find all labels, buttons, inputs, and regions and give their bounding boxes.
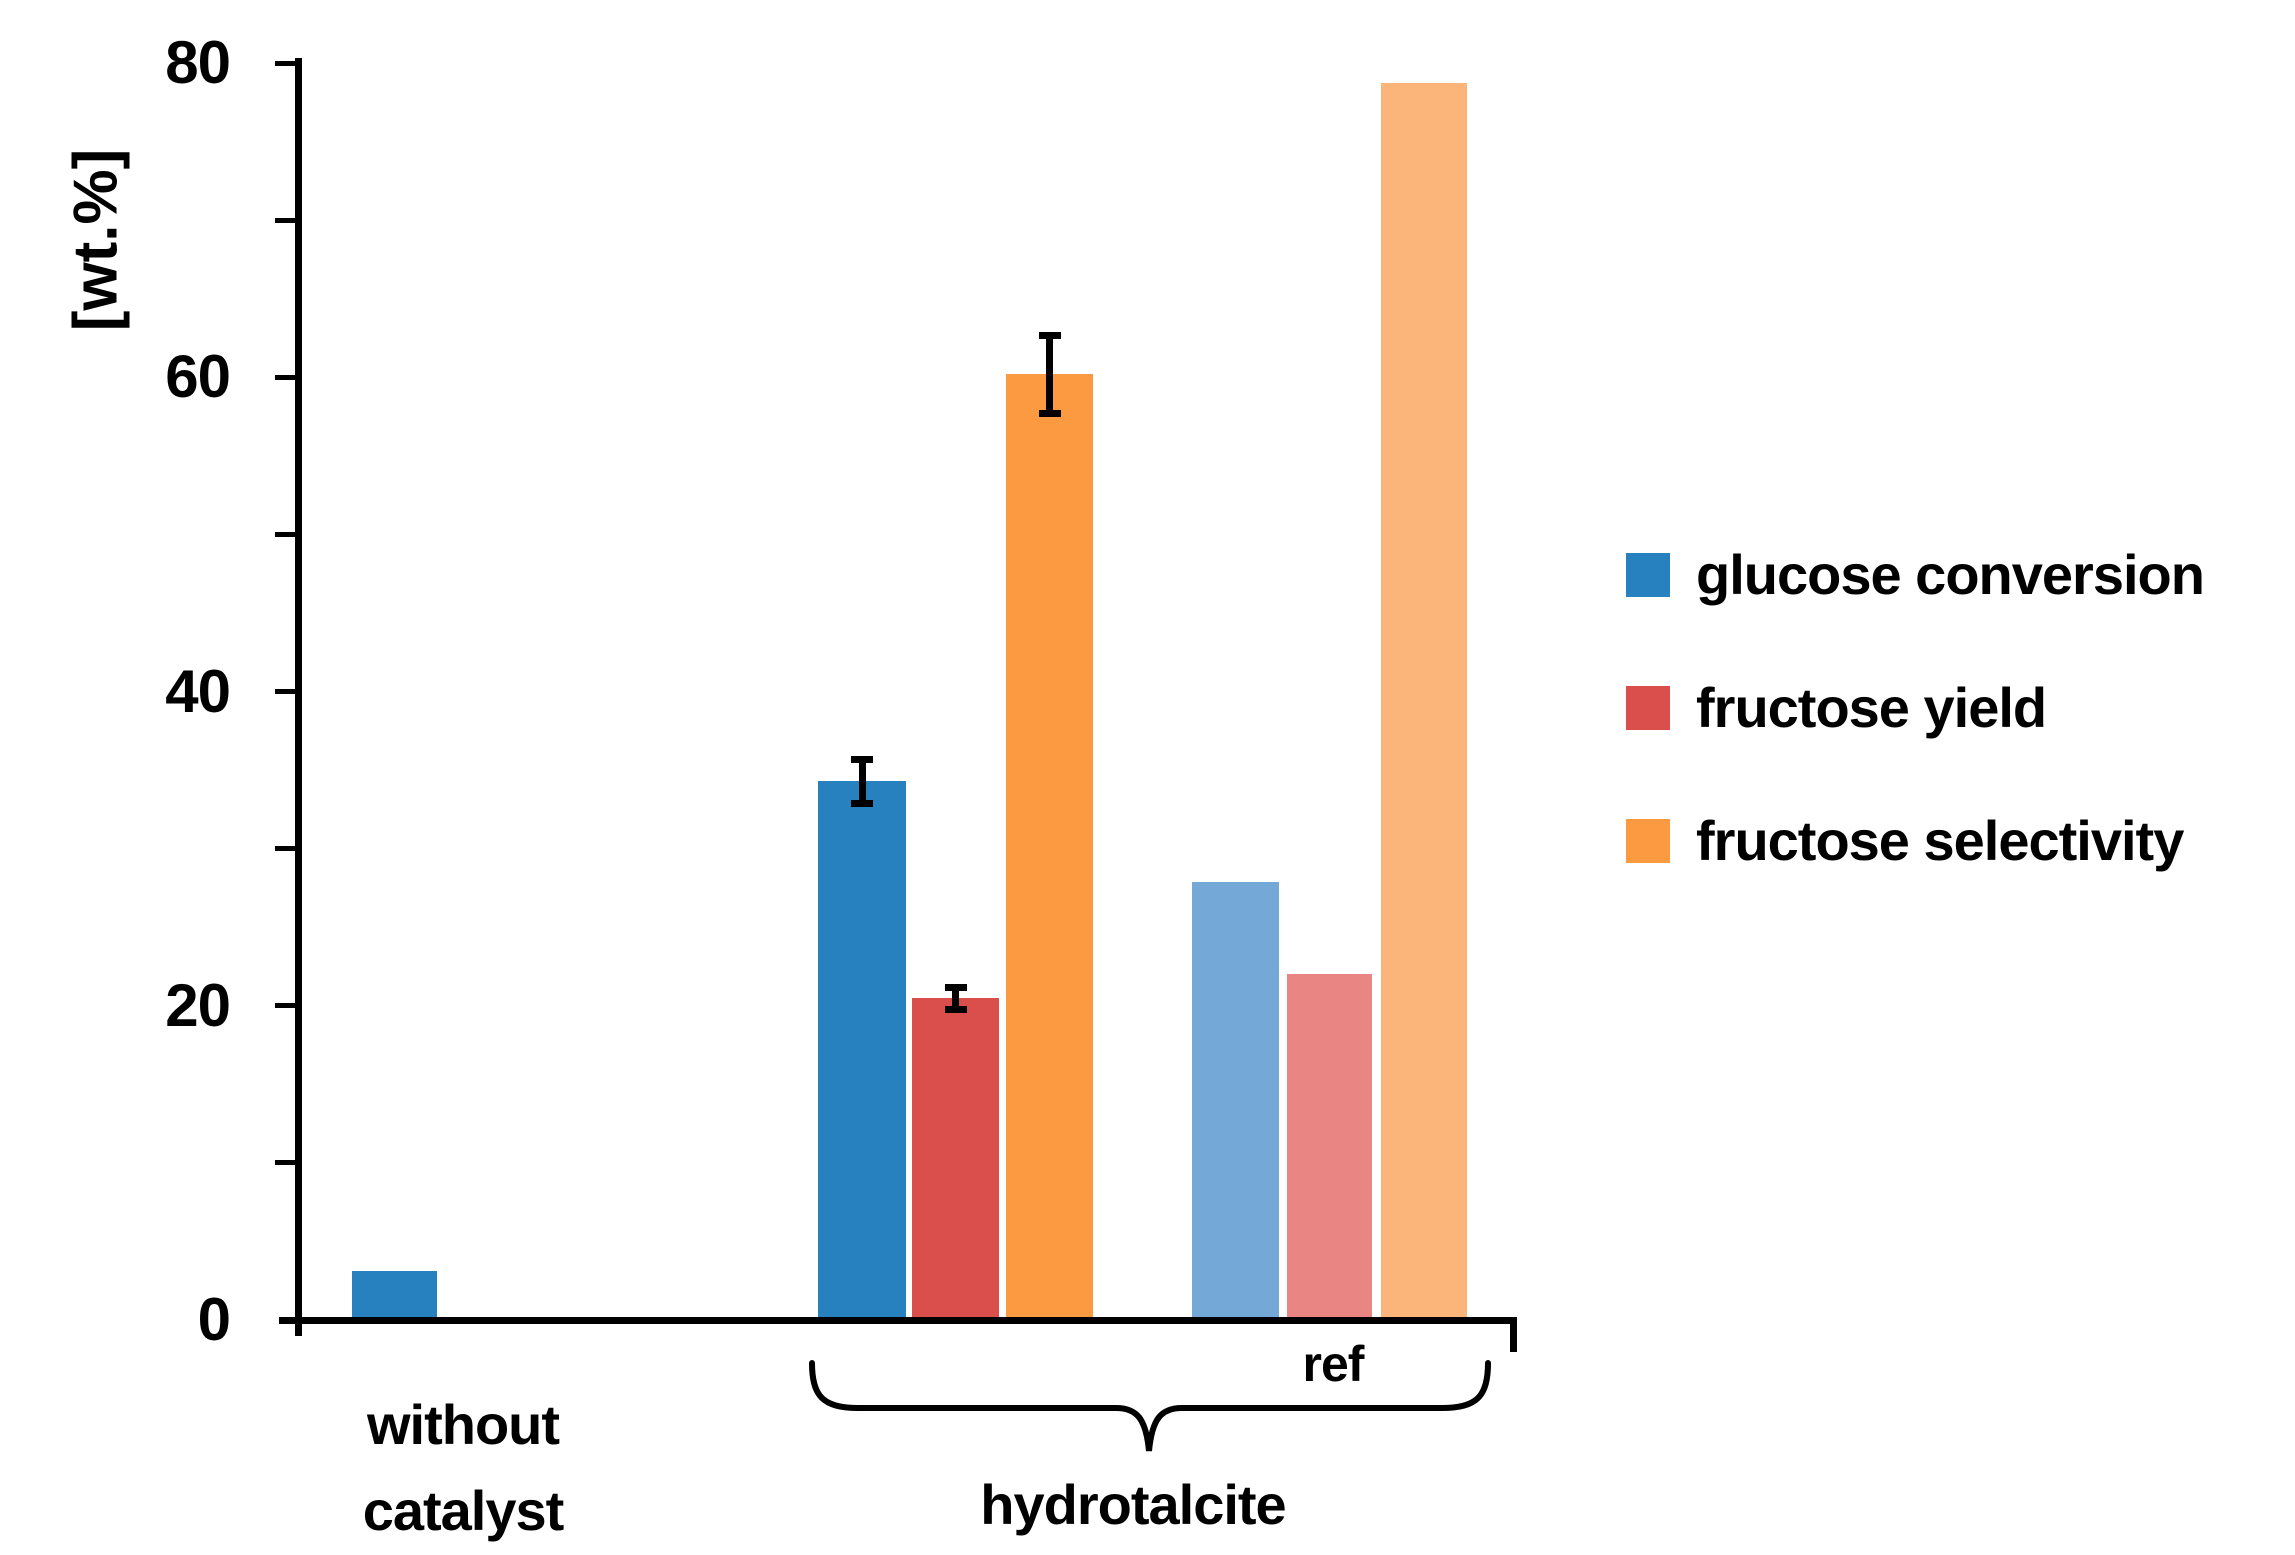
bar-glucose-conversion-without-catalyst — [352, 1271, 437, 1322]
error-bar-fructose-selectivity-hydrotalcite-stem — [1046, 334, 1053, 414]
ref-annotation: ref — [1302, 1336, 1365, 1392]
y-tick-label-60: 60 — [165, 343, 231, 411]
error-bar-glucose-conversion-hydrotalcite-stem — [858, 759, 866, 804]
legend-item-fructose-yield: fructose yield — [1626, 675, 2204, 740]
y-tick-major-80 — [275, 60, 302, 66]
error-bar-fructose-selectivity-hydrotalcite-cap-bottom — [1038, 410, 1061, 418]
legend-label-fructose-yield: fructose yield — [1696, 676, 2047, 739]
y-tick-major-60 — [275, 374, 302, 380]
y-tick-label-80: 80 — [165, 29, 231, 96]
error-bar-fructose-yield-hydrotalcite-cap-top — [944, 983, 967, 991]
x-axis-end-tick — [1510, 1317, 1517, 1352]
y-axis-line — [295, 58, 302, 1336]
bar-fructose-yield-hydrotalcite-ref — [1287, 974, 1372, 1322]
y-tick-minor-50 — [275, 531, 302, 537]
y-tick-label-0: 0 — [197, 1286, 231, 1353]
x-label-without-line2: catalyst — [362, 1479, 565, 1542]
legend-item-glucose-conversion: glucose conversion — [1626, 542, 2205, 607]
error-bar-fructose-yield-hydrotalcite-stem — [952, 986, 959, 1009]
legend-label-fructose-selectivity: fructose selectivity — [1696, 809, 2184, 872]
y-tick-major-20 — [275, 1003, 302, 1009]
bar-fructose-selectivity-hydrotalcite — [1006, 374, 1093, 1322]
y-tick-minor-70 — [275, 217, 302, 223]
legend-label-glucose-conversion: glucose conversion — [1696, 543, 2205, 606]
bar-fructose-selectivity-hydrotalcite-ref — [1381, 83, 1467, 1322]
x-label-without-line1: without — [366, 1393, 560, 1456]
y-tick-label-40: 40 — [165, 657, 231, 725]
legend-swatch-fructose-selectivity — [1626, 818, 1670, 863]
error-bar-fructose-yield-hydrotalcite-cap-bottom — [944, 1005, 967, 1013]
x-axis-line — [279, 1317, 1517, 1324]
legend-swatch-fructose-yield — [1626, 685, 1670, 730]
bar-fructose-yield-hydrotalcite — [912, 997, 999, 1322]
bar-glucose-conversion-hydrotalcite — [818, 781, 906, 1322]
error-bar-fructose-selectivity-hydrotalcite-cap-top — [1038, 331, 1061, 339]
legend: glucose conversion fructose yield fructose… — [1626, 542, 2205, 873]
error-bar-glucose-conversion-hydrotalcite-cap-top — [851, 756, 873, 764]
legend-swatch-glucose-conversion — [1626, 552, 1670, 597]
y-tick-minor-10 — [275, 1160, 302, 1166]
y-tick-major-40 — [275, 689, 302, 694]
x-label-without-catalyst: without catalyst — [248, 1382, 678, 1554]
legend-item-fructose-selectivity: fructose selectivity — [1626, 808, 2204, 873]
bar-glucose-conversion-hydrotalcite-ref — [1192, 881, 1279, 1322]
error-bar-glucose-conversion-hydrotalcite-cap-bottom — [851, 800, 873, 808]
y-tick-label-20: 20 — [165, 971, 231, 1039]
x-label-hydrotalcite: hydrotalcite — [980, 1473, 1286, 1536]
y-tick-minor-30 — [275, 846, 302, 852]
